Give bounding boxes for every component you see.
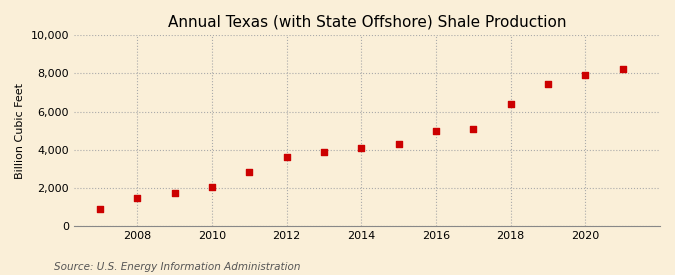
Text: Source: U.S. Energy Information Administration: Source: U.S. Energy Information Administ… xyxy=(54,262,300,272)
Point xyxy=(617,67,628,71)
Point xyxy=(543,82,554,86)
Point xyxy=(319,149,329,154)
Title: Annual Texas (with State Offshore) Shale Production: Annual Texas (with State Offshore) Shale… xyxy=(167,15,566,30)
Point xyxy=(394,142,404,146)
Point xyxy=(431,128,441,133)
Y-axis label: Billion Cubic Feet: Billion Cubic Feet xyxy=(15,82,25,178)
Point xyxy=(169,190,180,195)
Point xyxy=(580,73,591,78)
Point xyxy=(244,169,254,174)
Point xyxy=(95,207,105,211)
Point xyxy=(281,155,292,160)
Point xyxy=(207,185,217,189)
Point xyxy=(506,102,516,106)
Point xyxy=(468,126,479,131)
Point xyxy=(132,196,143,200)
Point xyxy=(356,145,367,150)
